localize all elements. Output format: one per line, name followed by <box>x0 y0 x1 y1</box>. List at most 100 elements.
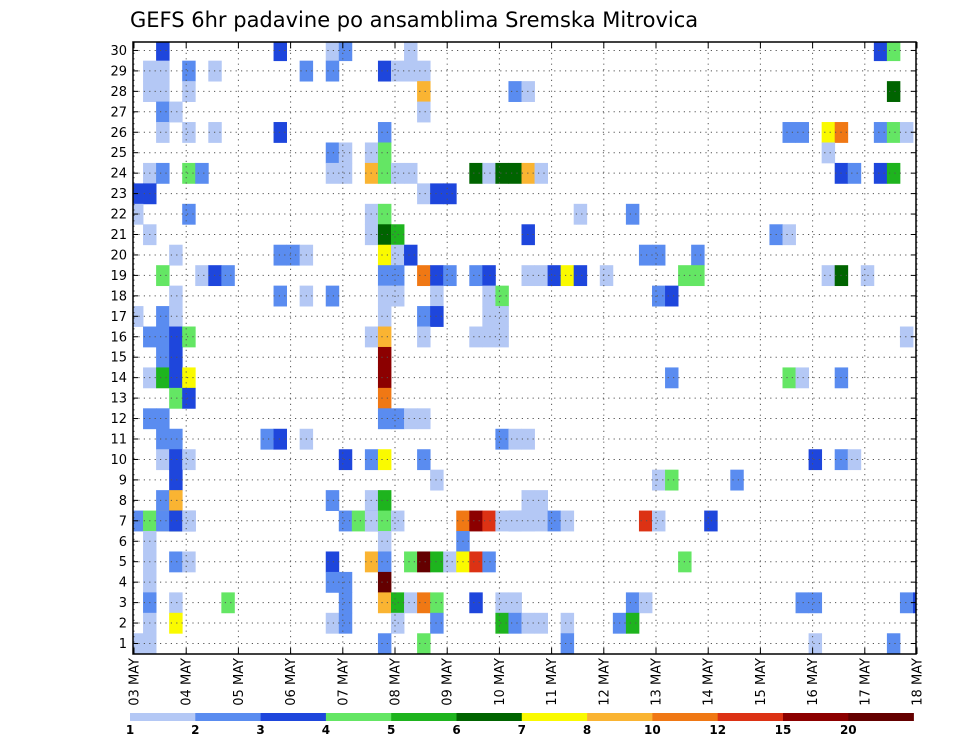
heatmap-cell <box>404 551 418 573</box>
x-tick-label: 06 MAY <box>284 658 299 706</box>
heatmap-cell <box>325 60 340 82</box>
heatmap-cell <box>821 142 836 164</box>
heatmap-cell <box>169 285 183 307</box>
colorbar-segment <box>783 713 849 721</box>
heatmap-cell <box>156 162 170 184</box>
heatmap-cell <box>795 592 809 614</box>
x-tick-label: 12 MAY <box>597 658 612 706</box>
heatmap-cell <box>169 490 183 511</box>
heatmap-cell <box>638 244 653 266</box>
heatmap-cell <box>377 531 392 552</box>
heatmap-cell <box>625 612 640 634</box>
y-tick-label: 11 <box>110 433 127 448</box>
heatmap-cell <box>404 60 418 82</box>
heatmap-cell <box>169 244 183 266</box>
y-tick-label: 20 <box>110 248 127 263</box>
x-axis-ticks: 03 MAY 04 MAY 05 MAY 06 MAY 07 MAY 08 MAY 09 M… <box>128 42 926 706</box>
heatmap-cell <box>377 122 392 143</box>
heatmap-cell <box>430 265 444 287</box>
y-tick-label: 22 <box>110 208 127 223</box>
heatmap-cell <box>221 265 235 287</box>
heatmap-cell <box>795 367 809 389</box>
heatmap-cell <box>534 162 548 184</box>
heatmap-cell <box>495 592 509 614</box>
heatmap-cell <box>377 408 392 430</box>
heatmap-cell <box>847 449 862 471</box>
heatmap-cell <box>325 142 340 164</box>
heatmap-cell <box>652 469 666 491</box>
heatmap-cell <box>534 265 548 287</box>
heatmap-cell <box>195 265 209 287</box>
x-tick-label: 17 MAY <box>858 658 873 706</box>
heatmap-cell <box>377 490 392 511</box>
heatmap-cell <box>325 162 340 184</box>
y-tick-label: 9 <box>119 473 127 488</box>
heatmap-cell <box>182 387 196 409</box>
heatmap-cell <box>338 449 353 471</box>
heatmap-cell <box>417 408 431 430</box>
heatmap-cell <box>443 265 457 287</box>
heatmap-cell <box>325 285 340 307</box>
heatmap-cell <box>417 265 431 287</box>
y-tick-label: 30 <box>110 44 127 59</box>
heatmap-cell <box>156 60 170 82</box>
colorbar-segment <box>195 713 261 721</box>
heatmap-cell <box>273 42 287 62</box>
colorbar-segment <box>848 713 914 721</box>
heatmap-cell <box>377 203 392 225</box>
y-axis-ticks: 1234567891011121314151617181920212223242… <box>110 44 916 652</box>
heatmap-cell <box>886 81 901 102</box>
heatmap-cell <box>273 122 287 143</box>
heatmap-cell <box>573 265 588 287</box>
heatmap-cell <box>273 428 287 450</box>
heatmap-cell <box>782 122 796 143</box>
heatmap-cell <box>417 633 431 655</box>
heatmap-cell <box>417 183 431 205</box>
heatmap-cell <box>169 101 183 123</box>
heatmap-cell <box>417 449 431 471</box>
grid-lines <box>133 42 918 654</box>
colorbar-segment <box>587 713 653 721</box>
heatmap-cell <box>560 612 575 634</box>
heatmap-cell <box>495 306 509 327</box>
heatmap-cell <box>182 367 196 389</box>
heatmap-cell <box>169 592 183 614</box>
heatmap-cell <box>495 428 509 450</box>
heatmap-cell <box>133 510 144 532</box>
heatmap-cell <box>495 510 509 532</box>
colorbar-label: 6 <box>452 723 460 737</box>
plot-frame <box>132 41 917 655</box>
y-tick-label: 7 <box>119 514 127 529</box>
y-tick-label: 24 <box>110 167 127 182</box>
x-tick-label: 09 MAY <box>441 658 456 706</box>
heatmap-cell <box>508 612 522 634</box>
colorbar-label: 5 <box>387 723 395 737</box>
heatmap-cell <box>886 42 901 62</box>
heatmap-cell <box>169 449 183 471</box>
heatmap-cell <box>482 326 496 348</box>
heatmap-cell <box>169 612 183 634</box>
heatmap-cell <box>169 326 183 348</box>
heatmap-cell <box>417 306 431 327</box>
heatmap-cell <box>377 224 392 246</box>
heatmap-cell <box>886 633 901 655</box>
y-tick-label: 27 <box>110 105 127 120</box>
heatmap-cell <box>469 326 483 348</box>
heatmap-cell <box>625 203 640 225</box>
colorbar-segment <box>130 713 196 721</box>
heatmap-cell <box>508 592 522 614</box>
heatmap-cell <box>873 122 888 143</box>
heatmap-cell <box>377 60 392 82</box>
heatmap-cell <box>417 60 431 82</box>
heatmap-cell <box>156 122 170 143</box>
heatmap-cell <box>652 285 666 307</box>
heatmap-cell <box>625 592 640 614</box>
colorbar-segment <box>325 713 392 721</box>
heatmap-cell <box>169 510 183 532</box>
heatmap-cell <box>377 510 392 532</box>
y-tick-label: 17 <box>110 310 127 325</box>
heatmap-cell <box>133 306 144 327</box>
heatmap-cell <box>156 306 170 327</box>
heatmap-cell <box>404 408 418 430</box>
